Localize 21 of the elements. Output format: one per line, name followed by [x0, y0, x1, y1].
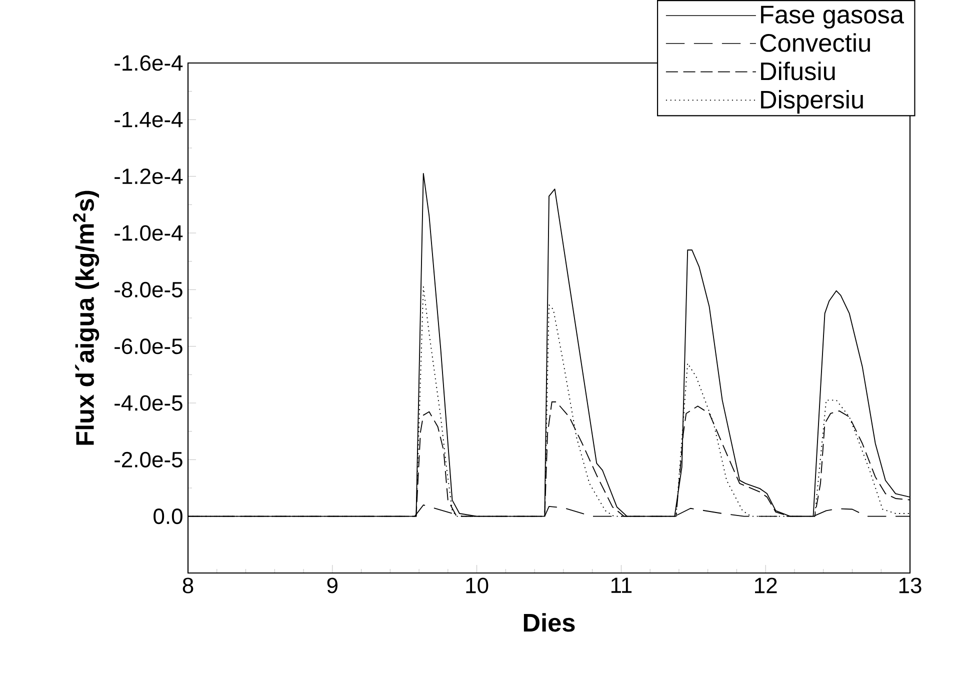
- legend-label: Convectiu: [760, 33, 870, 52]
- legend-label: Dispersiu: [761, 90, 863, 114]
- y-tick-label: 0.0: [154, 508, 182, 524]
- x-tick-label: 8: [182, 578, 194, 594]
- legend-label: Fase gasosa: [761, 6, 904, 29]
- x-tick-label: 11: [611, 578, 632, 593]
- x-tick-label: 13: [899, 578, 922, 594]
- x-axis-title: Dies: [524, 613, 575, 632]
- x-tick-label: 9: [327, 578, 338, 594]
- y-tick-label: -1.2e-4: [114, 168, 183, 184]
- y-axis-title: Flux d´aigua (kg/m$^{2}$s): [72, 190, 100, 445]
- y-tick-label: -4.0e-5: [114, 395, 182, 411]
- x-tick-label: 10: [466, 578, 488, 594]
- y-tick-label: -1.0e-4: [114, 225, 183, 241]
- y-tick-label: -6.0e-5: [114, 338, 182, 354]
- legend-label: Difusiu: [761, 62, 835, 80]
- y-tick-label: -1.6e-4: [114, 55, 183, 71]
- x-tick-label: 12: [755, 578, 777, 594]
- y-tick-label: -8.0e-5: [114, 282, 182, 298]
- y-tick-label: -2.0e-5: [114, 452, 182, 468]
- y-tick-label: -1.4e-4: [114, 112, 183, 128]
